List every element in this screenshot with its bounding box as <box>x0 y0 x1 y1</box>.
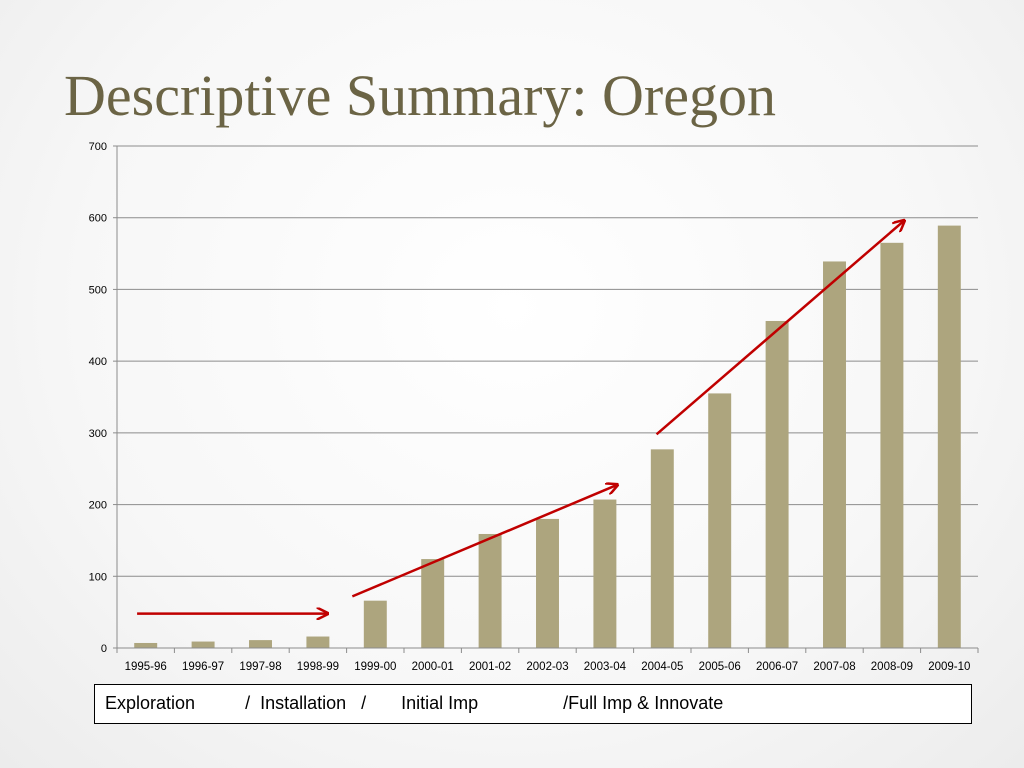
bar <box>191 641 215 648</box>
x-tick-label: 2005-06 <box>699 661 741 673</box>
bar <box>765 320 789 648</box>
x-tick-label: 1999-00 <box>354 661 396 673</box>
x-tick-label: 2002-03 <box>526 661 568 673</box>
trend-arrow <box>655 221 904 436</box>
y-tick-label: 400 <box>89 356 107 368</box>
bar <box>134 642 158 648</box>
phase-labels: Exploration / Installation / Initial Imp… <box>105 693 724 713</box>
bar <box>478 533 502 648</box>
bar <box>650 449 674 648</box>
y-tick-label: 100 <box>89 571 107 583</box>
x-tick-label: 2006-07 <box>756 661 798 673</box>
x-tick-label: 1998-99 <box>297 661 339 673</box>
x-tick-label: 2004-05 <box>641 661 683 673</box>
x-tick-label: 2008-09 <box>871 661 913 673</box>
bar <box>593 499 617 648</box>
x-tick-label: 1995-96 <box>125 661 167 673</box>
bar <box>363 600 387 648</box>
x-tick-label: 1996-97 <box>182 661 224 673</box>
gridlines <box>117 145 978 577</box>
bar <box>823 261 846 648</box>
y-tick-label: 500 <box>89 284 107 296</box>
bar <box>421 559 445 648</box>
bars <box>134 225 961 649</box>
bar <box>249 640 272 648</box>
x-tick-label: 2003-04 <box>584 661 627 673</box>
phase-box: Exploration / Installation / Initial Imp… <box>94 684 972 724</box>
x-tick-label: 2007-08 <box>813 661 855 673</box>
x-tick-label: 2000-01 <box>412 661 454 673</box>
bar <box>880 242 904 649</box>
x-tick-label: 2009-10 <box>928 661 970 673</box>
bar <box>306 636 330 648</box>
y-tick-labels: 0 100 200 300 400 500 600 700 <box>89 141 107 655</box>
trend-arrows <box>137 221 903 613</box>
x-tick-labels: 1995-96 1996-97 1997-98 1998-99 1999-00 2000-… <box>125 661 971 673</box>
slide-title: Descriptive Summary: Oregon <box>64 63 776 128</box>
y-tick-label: 700 <box>89 141 107 153</box>
bar <box>708 393 732 648</box>
y-tick-label: 0 <box>101 643 107 655</box>
x-tick-label: 1997-98 <box>239 661 281 673</box>
bar <box>937 225 961 649</box>
trend-arrow <box>351 485 616 598</box>
y-tick-label: 300 <box>89 428 107 440</box>
axes <box>113 145 979 653</box>
y-tick-label: 200 <box>89 500 107 512</box>
x-tick-label: 2001-02 <box>469 661 511 673</box>
bar <box>536 518 559 648</box>
y-tick-label: 600 <box>89 213 107 225</box>
